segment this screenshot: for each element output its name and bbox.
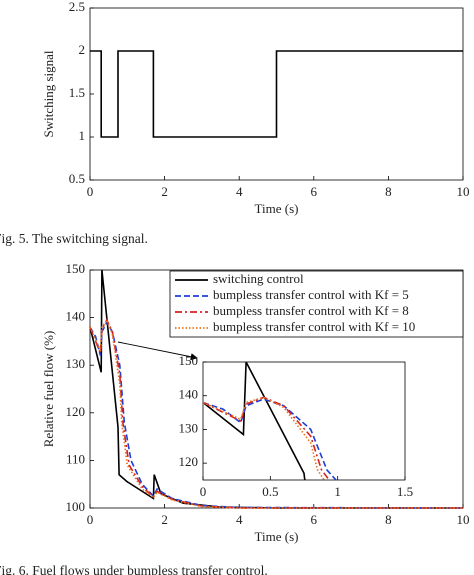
data-line: [89, 318, 463, 509]
y-tick-label: 150: [66, 261, 86, 276]
x-tick-label: 2: [161, 512, 168, 527]
y-tick-label: 110: [66, 451, 85, 466]
legend-label: switching control: [213, 271, 304, 286]
caption: Fig. 5. The switching signal.: [0, 231, 148, 246]
data-line: [203, 396, 331, 480]
x-tick-label: 0: [87, 512, 94, 527]
y-tick-label: 140: [66, 309, 86, 324]
y-tick-label: 140: [179, 387, 199, 402]
y-tick-label: 0.5: [69, 171, 85, 186]
x-tick-label: 4: [236, 184, 243, 199]
x-tick-label: 8: [385, 512, 392, 527]
legend-box: [169, 270, 464, 338]
x-tick-label: 10: [457, 184, 470, 199]
data-line: [90, 50, 463, 138]
x-tick-label: 10: [457, 512, 470, 527]
annotation-arrow: [117, 341, 198, 361]
plot-frame: [202, 361, 406, 481]
y-tick-label: 150: [179, 353, 199, 368]
y-tick-label: 120: [179, 454, 199, 469]
x-tick-label: 8: [385, 184, 392, 199]
x-tick-label: 6: [311, 184, 318, 199]
legend-label: bumpless transfer control with Kf = 10: [213, 319, 415, 334]
x-axis-label: Time (s): [255, 529, 299, 544]
x-tick-label: 1.5: [397, 484, 413, 499]
x-axis-label: Time (s): [255, 201, 299, 216]
y-axis-label: Relative fuel flow (%): [41, 331, 56, 448]
x-tick-label: 0: [200, 484, 207, 499]
legend-label: bumpless transfer control with Kf = 5: [213, 287, 409, 302]
x-tick-label: 6: [311, 512, 318, 527]
y-tick-label: 100: [66, 499, 86, 514]
y-tick-label: 130: [66, 356, 86, 371]
y-axis-label: Switching signal: [41, 50, 56, 137]
y-tick-label: 1.5: [69, 85, 85, 100]
x-tick-label: 0.5: [262, 484, 278, 499]
y-tick-label: 130: [179, 420, 199, 435]
y-tick-label: 1: [79, 128, 86, 143]
y-tick-label: 2: [79, 42, 86, 57]
caption: Fig. 6. Fuel flows under bumpless transf…: [0, 563, 268, 575]
x-tick-label: 4: [236, 512, 243, 527]
x-tick-label: 2: [161, 184, 168, 199]
legend-label: bumpless transfer control with Kf = 8: [213, 303, 409, 318]
y-tick-label: 120: [66, 404, 86, 419]
y-tick-label: 2.5: [69, 0, 85, 14]
x-tick-label: 0: [87, 184, 94, 199]
x-tick-label: 1: [334, 484, 341, 499]
